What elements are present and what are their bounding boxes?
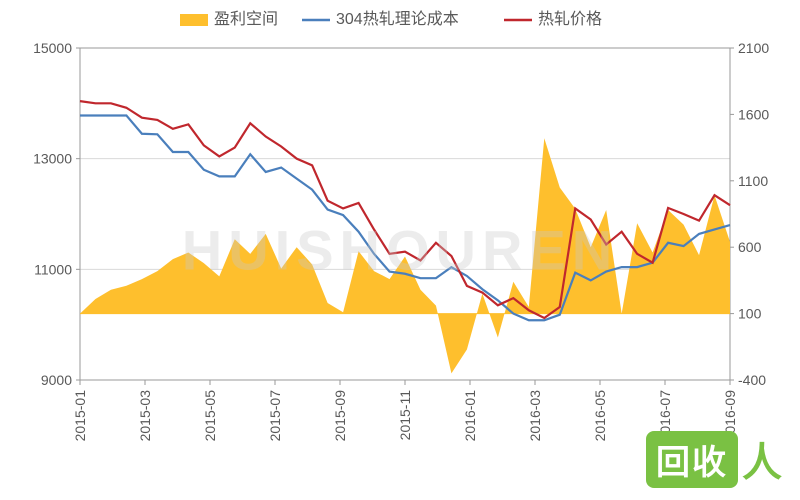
svg-text:13000: 13000: [33, 151, 72, 167]
svg-text:2016-01: 2016-01: [462, 390, 478, 442]
svg-text:100: 100: [738, 306, 762, 322]
svg-text:2100: 2100: [738, 40, 769, 56]
svg-text:600: 600: [738, 239, 762, 255]
logo-green-box: 回收: [646, 431, 738, 488]
svg-text:9000: 9000: [41, 372, 72, 388]
legend-label: 热轧价格: [538, 10, 602, 28]
legend-label: 304热轧理论成本: [336, 10, 459, 28]
svg-text:-400: -400: [738, 372, 766, 388]
svg-text:2015-01: 2015-01: [72, 390, 88, 442]
svg-text:2015-09: 2015-09: [332, 390, 348, 442]
svg-text:2015-05: 2015-05: [202, 390, 218, 442]
svg-text:2016-03: 2016-03: [527, 390, 543, 442]
svg-text:2015-03: 2015-03: [137, 390, 153, 442]
svg-text:11000: 11000: [34, 261, 72, 277]
svg-text:2015-07: 2015-07: [267, 390, 283, 442]
svg-text:1600: 1600: [738, 106, 769, 122]
svg-text:2016-05: 2016-05: [592, 390, 608, 442]
svg-text:1100: 1100: [738, 173, 768, 189]
logo-side-text: 人: [742, 430, 782, 488]
price-cost-chart: 9000 11000 13000 15000 -400 100 600 1100 1600 210…: [0, 0, 800, 500]
brand-logo: 回收 人: [646, 430, 782, 488]
svg-text:15000: 15000: [33, 40, 72, 56]
svg-text:2015-11: 2015-11: [397, 390, 413, 441]
legend-label: 盈利空间: [214, 10, 278, 28]
